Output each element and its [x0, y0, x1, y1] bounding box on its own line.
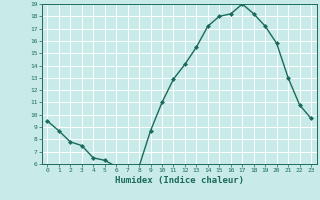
X-axis label: Humidex (Indice chaleur): Humidex (Indice chaleur) — [115, 176, 244, 185]
